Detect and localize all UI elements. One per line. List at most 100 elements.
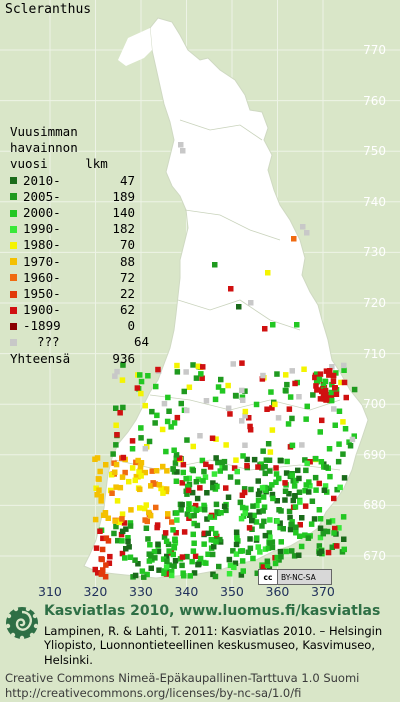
observation-square [123, 546, 129, 552]
observation-square [170, 527, 176, 533]
observation-square [239, 548, 246, 554]
observation-square [194, 495, 201, 502]
observation-square [226, 571, 233, 577]
observation-square [170, 466, 176, 472]
observation-square [253, 401, 260, 408]
observation-square [119, 516, 125, 522]
observation-square [327, 473, 333, 480]
x-axis-label: 310 [38, 584, 62, 599]
observation-square [329, 364, 335, 370]
observation-square [129, 438, 136, 444]
observation-square [243, 505, 249, 512]
observation-square [333, 391, 340, 397]
observation-square [239, 504, 246, 511]
lapland-arm [118, 28, 152, 66]
legend-label: 1970- [23, 253, 61, 269]
observation-square [133, 473, 140, 480]
observation-square [205, 530, 211, 537]
observation-square [289, 368, 295, 374]
observation-square [179, 562, 185, 569]
observation-square [163, 538, 170, 544]
observation-square [213, 436, 219, 442]
observation-square [168, 568, 175, 575]
observation-square [138, 435, 144, 441]
observation-square [138, 378, 145, 385]
observation-square [195, 561, 201, 568]
observation-square [178, 400, 184, 407]
observation-square [251, 512, 257, 519]
legend-header-2: havainnon [10, 140, 78, 156]
observation-square [189, 558, 195, 565]
observation-square [160, 463, 166, 470]
observation-square [164, 558, 170, 564]
observation-square [259, 523, 265, 529]
cc-license-badge[interactable]: cc BY-NC-SA [258, 569, 332, 585]
observation-square [239, 387, 245, 394]
observation-square [293, 524, 299, 530]
observation-square [239, 418, 245, 424]
observation-square [171, 447, 177, 453]
observation-square [117, 410, 123, 416]
observation-square [147, 542, 153, 548]
observation-square [197, 555, 204, 562]
observation-square [238, 515, 245, 522]
observation-square [290, 497, 296, 504]
observation-square [286, 508, 293, 515]
observation-square [173, 455, 179, 461]
observation-square [132, 477, 138, 484]
observation-square [117, 484, 124, 491]
legend-swatch [10, 339, 17, 347]
observation-square [334, 486, 340, 493]
observation-square [306, 479, 312, 485]
observation-square [143, 502, 149, 508]
observation-square [256, 509, 262, 515]
observation-square [341, 546, 347, 553]
observation-square [245, 549, 252, 555]
observation-square [98, 498, 104, 504]
observation-square [213, 501, 220, 508]
observation-square [325, 549, 332, 556]
observation-square [151, 548, 158, 555]
legend-row: 2000- 140 [10, 205, 149, 221]
observation-square [341, 475, 348, 481]
observation-square [340, 419, 346, 425]
legend-label: -1899 [23, 318, 61, 334]
footer-license-line2[interactable]: http://creativecommons.org/licenses/by-n… [5, 685, 302, 700]
observation-square [197, 433, 203, 439]
observation-square [214, 533, 220, 540]
observation-square [287, 526, 294, 533]
observation-square [274, 518, 280, 524]
observation-square [316, 543, 323, 549]
observation-square [119, 550, 126, 557]
observation-square [174, 362, 180, 369]
observation-square [329, 544, 335, 550]
observation-square [283, 372, 289, 378]
observation-square [172, 558, 179, 564]
observation-square [158, 485, 164, 492]
observation-square [343, 394, 349, 401]
observation-square [164, 553, 170, 560]
legend-label: 2005- [23, 188, 61, 204]
observation-square [92, 516, 99, 523]
observation-square [161, 534, 168, 540]
footer-heading[interactable]: Kasviatlas 2010, www.luomus.fi/kasviatla… [44, 603, 381, 619]
observation-square [126, 478, 132, 485]
observation-square [244, 456, 250, 463]
observation-square [216, 563, 222, 570]
observation-square [112, 469, 118, 475]
observation-square [310, 392, 316, 398]
observation-square [269, 544, 276, 551]
observation-square [217, 468, 223, 474]
observation-square [136, 469, 142, 475]
observation-square [129, 465, 136, 471]
observation-square [242, 510, 248, 516]
observation-square [341, 362, 347, 369]
footer-citation: Lampinen, R. & Lahti, T. 2011: Kasviatla… [44, 624, 383, 667]
observation-square [331, 406, 337, 412]
observation-square [255, 544, 261, 550]
observation-square [316, 550, 323, 556]
observation-square [113, 523, 119, 530]
observation-square [289, 415, 295, 422]
observation-square [267, 534, 273, 540]
observation-square [213, 539, 219, 545]
